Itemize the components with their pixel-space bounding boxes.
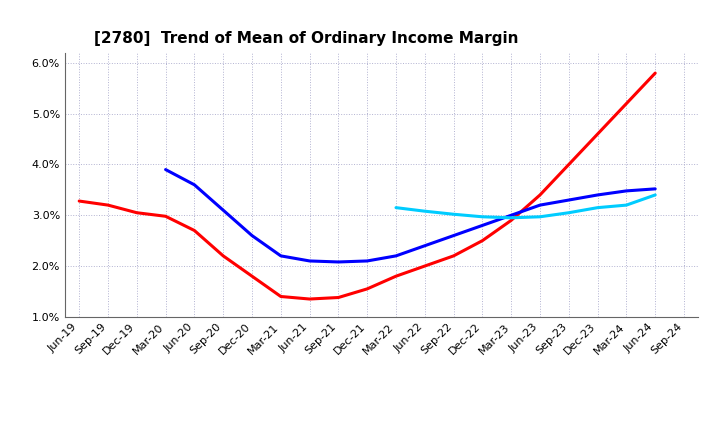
Text: [2780]  Trend of Mean of Ordinary Income Margin: [2780] Trend of Mean of Ordinary Income … — [94, 31, 518, 46]
Legend: 3 Years, 5 Years, 7 Years, 10 Years: 3 Years, 5 Years, 7 Years, 10 Years — [170, 434, 593, 440]
